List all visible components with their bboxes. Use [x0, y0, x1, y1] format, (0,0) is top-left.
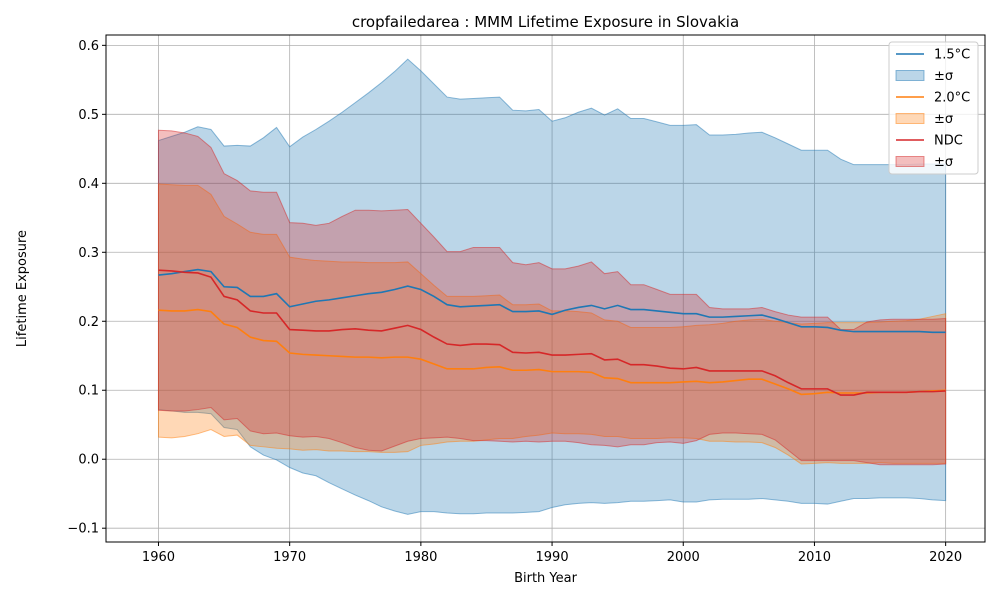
grid	[106, 35, 985, 542]
x-tick-label: 1960	[142, 550, 175, 565]
mean-line-1	[158, 308, 946, 396]
legend-band-swatch	[895, 70, 925, 81]
x-tick-label: 2000	[667, 550, 700, 565]
x-tick-label: 2010	[798, 550, 831, 565]
y-axis-label: Lifetime Exposure	[15, 230, 30, 347]
y-tick-label: 0.4	[78, 177, 99, 192]
y-tick-label: 0.6	[78, 39, 99, 54]
mean-line-2	[158, 269, 946, 396]
legend-entry-label: 2.0°C	[934, 91, 970, 106]
legend: 1.5°C ±σ 2.0°C ±σ NDC ±σ	[888, 41, 979, 175]
x-tick-label: 1980	[404, 550, 437, 565]
x-tick-label: 1990	[536, 550, 569, 565]
y-tick-label: −0.1	[67, 522, 99, 537]
legend-box	[888, 41, 979, 175]
y-tick-label: 0.2	[78, 315, 99, 330]
y-tick-label: 0.0	[78, 453, 99, 468]
y-tick-label: 0.5	[78, 108, 99, 123]
legend-entry-label: NDC	[934, 134, 963, 149]
legend-band-label: ±σ	[934, 112, 953, 127]
x-tick-label: 1970	[273, 550, 306, 565]
mean-lines	[158, 268, 946, 396]
y-axis-ticks: −0.1 0.0 0.1 0.2 0.3 0.4 0.5 0.6	[67, 39, 106, 537]
y-tick-label: 0.3	[78, 246, 99, 261]
legend-band-label: ±σ	[934, 155, 953, 170]
legend-entry-label: 1.5°C	[934, 48, 970, 63]
x-tick-label: 2020	[929, 550, 962, 565]
x-axis-label: Birth Year	[514, 571, 578, 586]
sigma-bands	[157, 58, 947, 515]
y-tick-label: 0.1	[78, 384, 99, 399]
x-axis-ticks: 1960 1970 1980 1990 2000 2010 2020	[142, 542, 962, 565]
plot-frame	[105, 34, 986, 543]
legend-band-swatch	[895, 113, 925, 124]
legend-band-label: ±σ	[934, 69, 953, 84]
mean-line-0	[158, 268, 946, 334]
legend-band-swatch	[895, 156, 925, 167]
chart-title: cropfailedarea : MMM Lifetime Exposure i…	[352, 13, 739, 31]
sigma-band-0	[157, 58, 947, 515]
sigma-band-2	[157, 129, 947, 466]
